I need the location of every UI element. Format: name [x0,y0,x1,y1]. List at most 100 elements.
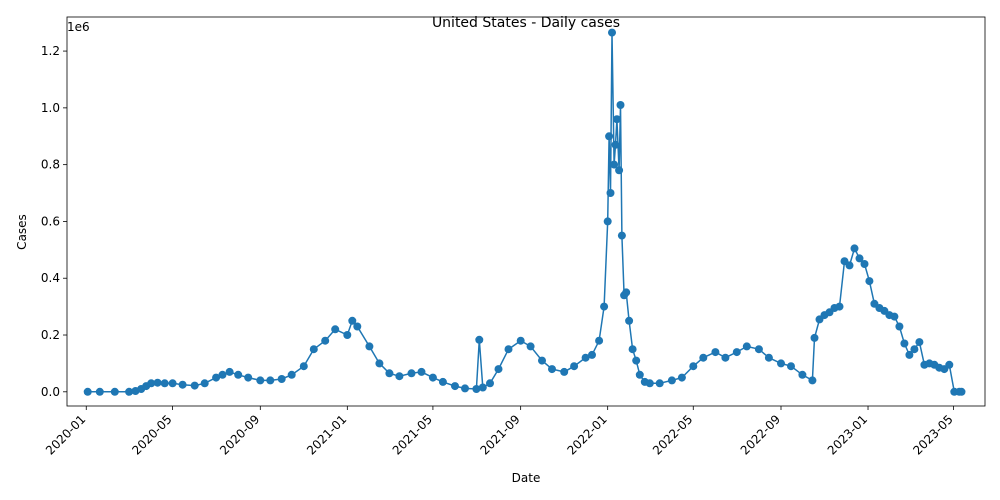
y-tick-label: 0.0 [41,385,60,399]
data-point [438,377,447,386]
data-point [905,350,914,359]
data-point [699,353,708,362]
data-point [516,336,525,345]
data-point [548,365,556,374]
data-point [256,376,265,385]
data-point [266,376,275,385]
data-point [632,356,641,365]
data-point [309,345,318,354]
data-point [581,353,590,362]
data-point [428,373,437,382]
data-point [212,373,221,382]
y-tick-label: 0.4 [41,271,60,285]
data-point [478,383,487,392]
data-point [865,277,874,286]
data-point [677,373,686,382]
data-point [635,370,644,379]
data-point [625,316,634,325]
data-point [570,362,579,371]
data-point [787,362,795,371]
data-point [617,231,626,240]
data-point [689,362,698,371]
data-point [945,360,954,369]
data-point [494,365,503,374]
data-point [486,379,494,388]
data-point [711,348,720,357]
data-point [895,322,904,331]
data-point [560,367,569,376]
data-point [655,379,664,388]
data-point [178,380,187,389]
data-point [385,369,394,378]
data-point [603,217,612,226]
data-point [417,367,426,376]
data-point [645,379,654,388]
data-point [218,370,227,379]
data-point [845,261,854,270]
data-point [810,333,819,342]
data-point [616,101,625,109]
data-point [721,353,730,362]
data-point [667,376,676,385]
y-tick-label: 0.6 [41,214,60,228]
data-point [407,369,416,378]
data-point [622,288,631,297]
data-point [168,379,177,388]
data-point [348,316,357,325]
data-point [395,372,404,381]
data-point [343,331,352,339]
data-point [321,336,330,345]
data-point [147,379,156,388]
data-point [850,244,859,253]
data-point [890,312,899,321]
x-axis-label: Date [512,471,541,485]
y-axis-label: Cases [15,214,29,250]
y-axis: 0.0 0.2 0.4 0.6 0.8 1.0 1.2 [41,44,67,399]
y-offset-label: 1e6 [67,20,90,34]
data-point [754,345,763,354]
data-point [764,353,773,362]
data-point [125,387,134,396]
data-point [160,379,169,388]
data-point [287,370,296,379]
data-point [95,387,104,396]
y-tick-label: 0.2 [41,328,60,342]
data-point [915,338,924,347]
data-point [600,302,609,311]
data-point [900,339,909,348]
data-point [110,387,119,396]
data-point [504,345,513,354]
data-point [855,254,864,263]
data-point [777,359,785,368]
data-point [742,342,751,351]
data-point [225,367,234,376]
data-point [798,370,807,379]
data-point [375,359,384,368]
data-point [628,345,637,354]
data-point [472,385,481,393]
data-point [605,132,614,141]
y-tick-label: 0.8 [41,158,60,172]
data-point [588,350,596,359]
data-point [190,381,199,390]
data-point [615,166,624,175]
y-tick-label: 1.2 [41,44,60,58]
chart-title: United States - Daily cases [432,15,620,31]
data-point [606,189,615,197]
data-point [83,387,92,396]
data-point [277,375,286,383]
data-point [200,379,209,388]
data-point [538,356,546,365]
data-point [732,348,741,357]
data-point [475,335,484,344]
data-point [808,376,817,385]
data-point [957,387,966,396]
data-point [451,382,459,391]
data-point [910,345,919,354]
data-point [526,342,535,351]
data-point [608,28,616,37]
data-point [244,373,253,382]
data-point [461,384,469,393]
